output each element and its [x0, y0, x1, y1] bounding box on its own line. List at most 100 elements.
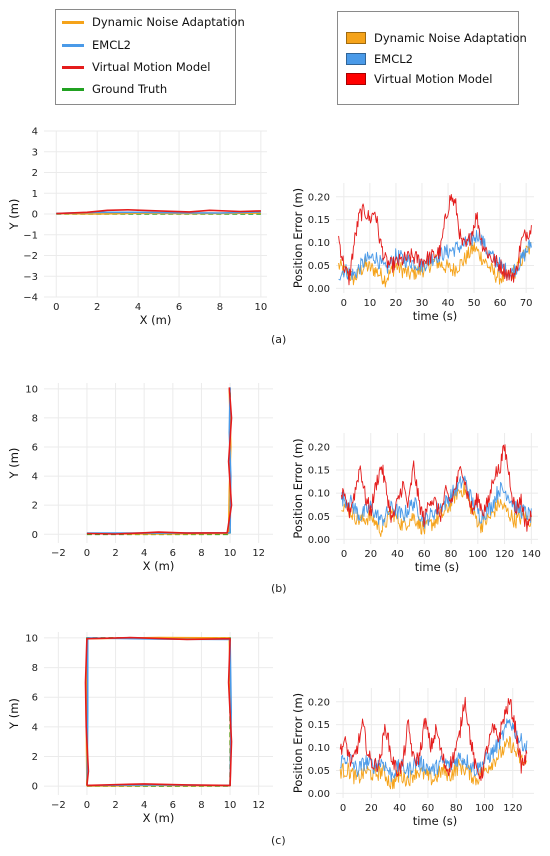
legend-line-vmm-swatch	[62, 65, 84, 69]
x-tick-label: −2	[51, 548, 66, 559]
chart-a-err: 0 10 20 30 40 50 60 70 0.00 0.05 0.10 0.15 0.20 time …	[291, 183, 534, 323]
legend-patch-emcl2-swatch	[346, 53, 366, 65]
trajectory-legend: Dynamic Noise Adaptation EMCL2 Virtual M…	[55, 9, 245, 105]
x-tick-label: 0	[341, 549, 347, 560]
series-line-dna	[341, 480, 532, 538]
y-tick-label: 0.00	[308, 535, 330, 546]
y-tick-label: 0.10	[308, 489, 330, 500]
chart-c-traj: −2 0 2 4 6 8 10 12 0 2 4 6 8 10 X (m) Y (m)	[7, 632, 273, 825]
x-tick-label: 50	[468, 298, 481, 309]
legend-item-emcl2: EMCL2	[62, 38, 131, 52]
y-tick-label: 0.20	[308, 192, 330, 203]
y-tick-label: 0	[32, 210, 38, 221]
y-tick-label: 3	[32, 147, 38, 158]
series-line-dna	[86, 388, 232, 535]
x-tick-label: 20	[364, 549, 377, 560]
y-tick-label: 0.00	[308, 284, 330, 295]
legend-item-dna: Dynamic Noise Adaptation	[62, 15, 245, 29]
legend-patch-vmm-swatch	[346, 73, 366, 85]
legend-label-dna: Dynamic Noise Adaptation	[92, 15, 245, 29]
x-tick-label: 4	[141, 800, 147, 811]
series-line-emcl2	[86, 637, 232, 787]
x-tick-label: 2	[112, 800, 118, 811]
x-tick-label: 2	[94, 302, 100, 313]
x-tick-label: 0	[341, 298, 347, 309]
x-axis-label: X (m)	[143, 811, 175, 825]
y-tick-label: 4	[32, 722, 38, 733]
y-tick-label: 0.20	[308, 697, 330, 708]
y-tick-label: 0.15	[308, 466, 330, 477]
series-line-vmm	[338, 193, 532, 286]
y-tick-label: 4	[32, 127, 38, 138]
y-tick-label: 10	[25, 384, 38, 395]
x-tick-label: 8	[198, 548, 204, 559]
y-tick-label: −4	[23, 293, 38, 304]
x-tick-label: 6	[170, 800, 176, 811]
y-axis-label: Y (m)	[7, 448, 21, 480]
series-line-vmm	[84, 636, 233, 787]
x-tick-label: 120	[495, 549, 514, 560]
x-axis-label: time (s)	[413, 814, 458, 828]
legend-label-gt: Ground Truth	[92, 82, 168, 96]
y-axis-label: Position Error (m)	[291, 438, 305, 538]
legend-item-gt: Ground Truth	[62, 82, 167, 96]
series-line-dna	[339, 736, 528, 790]
y-tick-label: 0.10	[308, 238, 330, 249]
x-tick-label: 10	[364, 298, 377, 309]
error-legend: Dynamic Noise Adaptation EMCL2 Virtual M…	[337, 11, 527, 105]
y-tick-label: 0	[32, 530, 38, 541]
x-tick-label: 30	[416, 298, 429, 309]
x-axis-label: time (s)	[415, 560, 460, 574]
legend-patch-label-dna: Dynamic Noise Adaptation	[374, 31, 527, 45]
x-tick-label: 20	[390, 298, 403, 309]
series-line-emcl2	[338, 228, 532, 281]
series-line-vmm	[56, 209, 261, 215]
series-line-emcl2	[86, 387, 232, 534]
caption-b: (b)	[271, 582, 287, 595]
y-axis-label: Y (m)	[7, 698, 21, 730]
chart-b-traj: −2 0 2 4 6 8 10 12 0 2 4 6 8 10 X (m) Y (m)	[7, 383, 273, 573]
x-tick-label: 60	[422, 803, 435, 814]
x-tick-label: 0	[84, 548, 90, 559]
x-tick-label: 100	[475, 803, 494, 814]
y-tick-label: 0.05	[308, 261, 330, 272]
y-tick-label: 0	[32, 782, 38, 793]
x-tick-label: 70	[520, 298, 533, 309]
x-tick-label: 40	[393, 803, 406, 814]
caption-a: (a)	[271, 333, 287, 346]
legend-patch-label-vmm: Virtual Motion Model	[374, 72, 493, 86]
x-tick-label: 6	[170, 548, 176, 559]
x-tick-label: 140	[522, 549, 541, 560]
legend-patch-item-emcl2: EMCL2	[346, 52, 413, 66]
legend-label-emcl2: EMCL2	[92, 38, 131, 52]
caption-c: (c)	[271, 834, 286, 847]
y-tick-label: 2	[32, 168, 38, 179]
legend-patch-item-vmm: Virtual Motion Model	[346, 72, 492, 86]
x-tick-label: 10	[224, 800, 237, 811]
x-tick-label: 60	[418, 549, 431, 560]
y-tick-label: 4	[32, 472, 38, 483]
legend-line-gt-swatch	[62, 87, 84, 91]
series-line-vmm	[340, 444, 532, 532]
x-tick-label: 2	[112, 548, 118, 559]
y-tick-label: −3	[23, 272, 38, 283]
chart-c-err: 0 20 40 60 80 100 120 0.00 0.05 0.10 0.15 0.20 time …	[291, 688, 534, 828]
x-axis-label: time (s)	[413, 309, 458, 323]
y-tick-label: 8	[32, 413, 38, 424]
x-tick-label: 80	[450, 803, 463, 814]
x-axis-label: X (m)	[140, 313, 172, 327]
legend-item-vmm: Virtual Motion Model	[62, 60, 210, 74]
x-tick-label: 8	[198, 800, 204, 811]
y-tick-label: 6	[32, 443, 38, 454]
x-tick-label: 12	[252, 800, 265, 811]
legend-patch-label-emcl2: EMCL2	[374, 52, 413, 66]
y-tick-label: −2	[23, 251, 38, 262]
legend-label-vmm: Virtual Motion Model	[92, 60, 211, 74]
y-tick-label: 0.10	[308, 743, 330, 754]
y-axis-label: Position Error (m)	[291, 188, 305, 288]
y-axis-label: Position Error (m)	[291, 693, 305, 793]
chart-b-err: 0 20 40 60 80 100 120 140 0.00 0.05 0.10 0.15 0.20 ti…	[291, 433, 541, 574]
y-tick-label: 1	[32, 189, 38, 200]
y-tick-label: 0.00	[308, 789, 330, 800]
x-axis-label: X (m)	[143, 559, 175, 573]
